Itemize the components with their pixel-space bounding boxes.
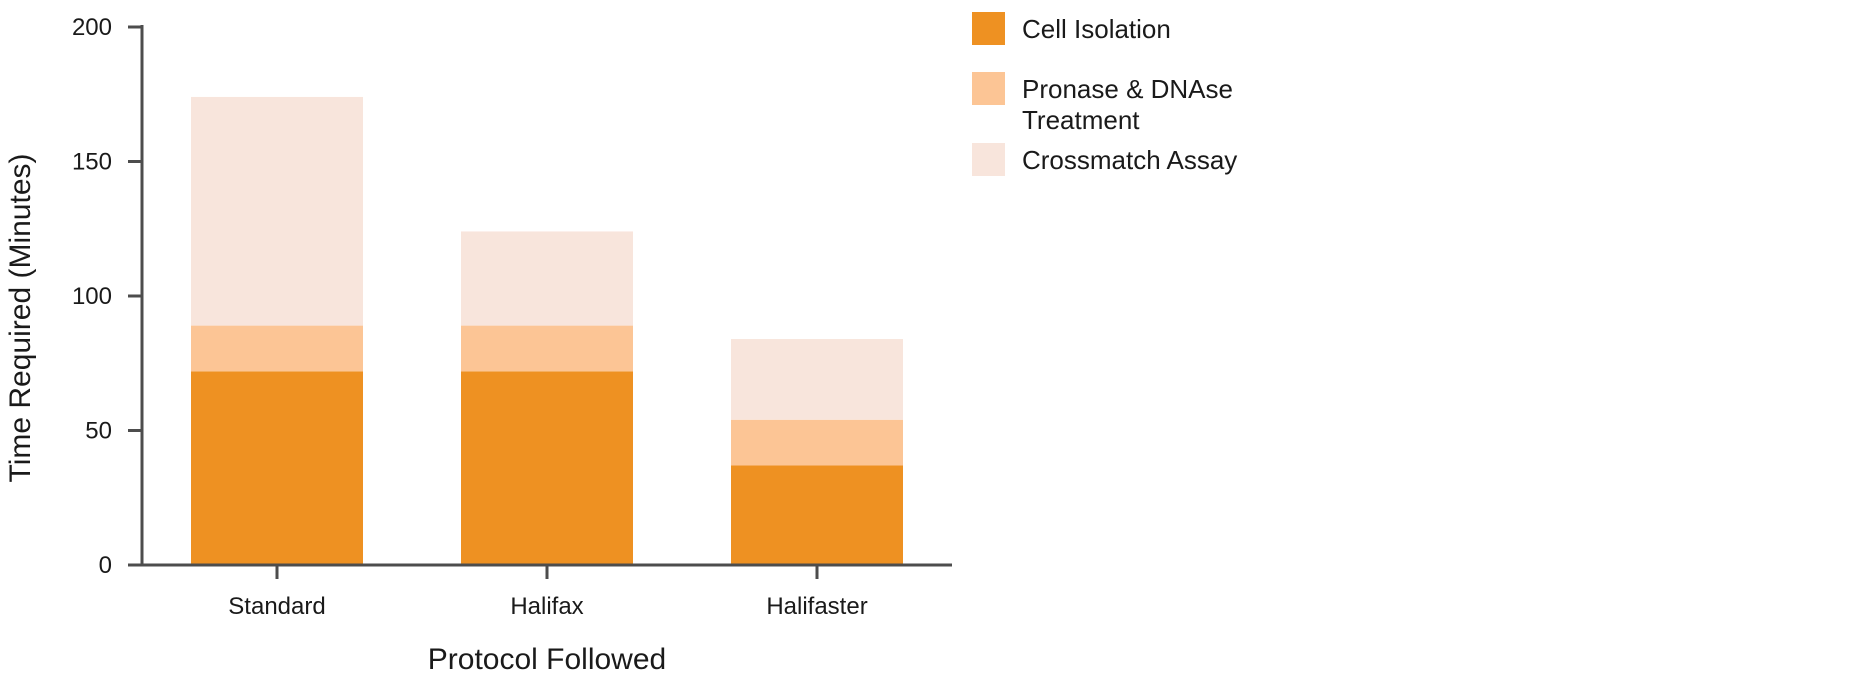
x-axis-ticks: Standard Halifax Halifaster [228,565,868,620]
x-axis-title: Protocol Followed [428,643,666,676]
y-tick-label-100: 100 [72,283,112,310]
bar-standard-series-1 [191,371,363,565]
legend-label-line: Cell Isolation [1022,14,1171,44]
y-tick-label-50: 50 [85,418,112,445]
legend-label-3: Crossmatch Assay [1022,145,1237,175]
bar-standard-series-3 [191,96,363,326]
legend-label-line: Crossmatch Assay [1022,145,1237,175]
legend-label-line: Pronase & DNAse [1022,74,1233,104]
bar-halifax-series-3 [461,231,633,326]
bar-halifax-series-2 [461,325,633,372]
bar-halifax-series-1 [461,371,633,565]
y-axis-ticks: 0 50 100 150 200 [72,14,142,579]
x-tick-label-halifax: Halifax [510,593,583,620]
y-tick-label-0: 0 [99,552,112,579]
bar-halifaster-series-1 [731,465,903,565]
y-tick-label-200: 200 [72,14,112,41]
y-tick-label-150: 150 [72,149,112,176]
x-tick-label-halifaster: Halifaster [766,593,867,620]
legend-label-1: Cell Isolation [1022,14,1171,44]
legend: Cell Isolation Pronase & DNAse Treatment Cr… [972,12,1237,176]
bar-standard-series-2 [191,325,363,372]
legend-label-2: Pronase & DNAse Treatment [1022,74,1233,135]
bar-halifaster-series-2 [731,419,903,466]
y-axis-title: Time Required (Minutes) [4,154,37,483]
legend-swatch-3 [972,143,1005,176]
legend-swatch-2 [972,72,1005,105]
x-tick-label-standard: Standard [228,593,325,620]
bar-halifaster-series-3 [731,339,903,420]
legend-swatch-1 [972,12,1005,45]
legend-label-line: Treatment [1022,105,1140,135]
bars-group [191,96,903,565]
